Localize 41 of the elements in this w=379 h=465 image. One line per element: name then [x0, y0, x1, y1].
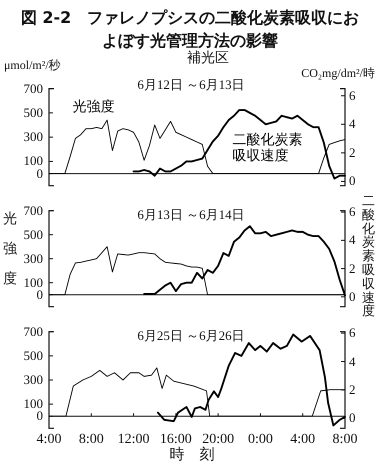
chart-title: 図 2-2 ファレノプシスの二酸化炭素吸収におよぼす光管理方法の影響: [20, 7, 360, 50]
series-label: 二酸化炭素吸収速度: [232, 132, 304, 164]
y2-tick-label: 4: [349, 232, 356, 248]
y2-tick-label: 0: [349, 288, 356, 304]
x-tick-label: 4:00: [290, 432, 316, 448]
y-tick-label: 700: [24, 80, 43, 96]
chart-subtitle: 6月12日 ～6月13日: [137, 76, 245, 92]
y2-tick-label: 4: [349, 354, 356, 369]
text: 補光区: [187, 50, 229, 66]
y2-axis-title: CO₂mg/dm²/時: [301, 66, 375, 80]
chart-subtitle: 6月25日 ～6月26日: [137, 328, 245, 343]
text: 二酸化炭素吸収速度: [362, 193, 375, 318]
y2-tick-label: 6: [349, 204, 356, 220]
y-tick-label: 300: [24, 250, 43, 266]
y-axis-title: μmol/m²/秒: [4, 58, 61, 72]
y-tick-label: 500: [24, 104, 43, 120]
y2-tick-label: 4: [349, 116, 356, 132]
y2-tick-label: 2: [349, 260, 356, 276]
x-axis-title: 時 刻: [170, 447, 214, 464]
y2-tick-label: 0: [349, 173, 356, 189]
x-tick-label: 4:00: [36, 432, 62, 448]
y-tick-label: 700: [24, 202, 43, 218]
x-tick-label: 12:00: [118, 432, 150, 448]
y-tick-label: 700: [24, 324, 43, 339]
y2-tick-label: 2: [349, 144, 356, 160]
y2-tick-label: 2: [349, 382, 356, 398]
y-tick-label: 500: [24, 226, 43, 242]
y-tick-label: 300: [24, 372, 43, 388]
y2-tick-label: 6: [349, 88, 356, 104]
x-tick-label: 8:00: [78, 432, 104, 448]
chart-subtitle: 6月13日 ～6月14日: [137, 206, 245, 222]
x-tick-label: 20:00: [202, 432, 234, 448]
y2-tick-label: 0: [349, 410, 356, 426]
y-axis-title: 光強度: [3, 210, 17, 289]
series-label: 光強度: [72, 99, 115, 116]
x-tick-label: 0:00: [248, 432, 273, 448]
y2-tick-label: 6: [349, 325, 356, 340]
x-tick-label: 16:00: [160, 432, 192, 448]
y-tick-label: 500: [24, 348, 43, 364]
y-tick-label: 300: [24, 129, 43, 144]
x-tick-label: 8:00: [332, 432, 358, 448]
